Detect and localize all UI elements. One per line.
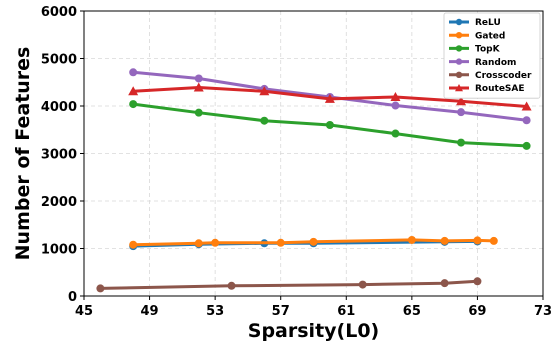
series-routesae	[128, 82, 532, 111]
data-point	[390, 91, 401, 101]
data-point	[128, 86, 139, 96]
series-line-crosscoder	[100, 279, 478, 290]
data-point	[194, 108, 203, 117]
data-point	[473, 236, 482, 245]
data-point	[96, 284, 105, 293]
legend-item-relu: ReLU	[449, 18, 501, 28]
data-point	[193, 82, 204, 92]
data-point	[473, 277, 482, 286]
y-tick-label: 0	[68, 290, 77, 305]
y-tick-label: 4000	[41, 100, 77, 115]
data-point	[227, 281, 236, 290]
data-point	[129, 68, 138, 77]
legend-item-routesae: RouteSAE	[449, 84, 525, 94]
x-tick-label: 73	[534, 304, 552, 319]
x-axis-title: Sparsity(L0)	[248, 320, 379, 342]
series-topk	[129, 100, 531, 150]
legend-item-topk: TopK	[449, 45, 501, 55]
x-tick-label: 69	[468, 304, 486, 319]
data-point	[391, 129, 400, 138]
x-tick-label: 45	[75, 304, 93, 319]
legend-label: TopK	[475, 45, 501, 55]
x-tick-label: 57	[272, 304, 290, 319]
y-tick-label: 3000	[41, 148, 77, 163]
data-point	[440, 236, 449, 245]
legend-swatch-marker	[455, 71, 463, 79]
data-point	[456, 96, 467, 106]
data-point	[440, 279, 449, 288]
data-point	[309, 237, 318, 246]
x-axis-ticks: 45 49 53 57 61 65 69 73	[75, 296, 552, 319]
x-tick-label: 49	[141, 304, 159, 319]
data-point	[325, 121, 334, 129]
data-point	[324, 93, 335, 103]
legend-swatch-marker	[455, 18, 463, 26]
data-point	[407, 235, 416, 244]
data-point	[457, 138, 466, 147]
data-point	[457, 108, 466, 117]
data-point	[521, 101, 532, 111]
y-axis-title: Number of Features	[12, 47, 34, 261]
legend-swatch-marker	[455, 58, 463, 65]
legend-label: Random	[475, 58, 516, 68]
data-point	[211, 238, 220, 247]
data-point	[129, 240, 138, 249]
x-tick-label: 61	[337, 304, 355, 319]
data-point	[522, 116, 531, 125]
y-tick-label: 1000	[41, 243, 77, 258]
series-layer	[96, 68, 532, 293]
legend-item-gated: Gated	[449, 31, 505, 41]
series-crosscoder	[96, 277, 482, 293]
legend: ReLU Gated TopK Random Crosscoder RouteSAE	[443, 12, 541, 99]
y-tick-label: 2000	[41, 195, 77, 210]
legend-item-random: Random	[449, 58, 516, 68]
data-point	[391, 101, 400, 110]
x-tick-label: 65	[403, 304, 421, 319]
data-point	[194, 74, 203, 83]
data-point	[522, 141, 531, 150]
data-point	[194, 239, 203, 248]
legend-item-crosscoder: Crosscoder	[449, 71, 532, 81]
data-point	[129, 100, 138, 109]
legend-swatch-marker	[455, 32, 463, 39]
data-point	[358, 280, 367, 289]
data-point	[276, 238, 285, 247]
y-tick-label: 5000	[41, 53, 77, 68]
data-point	[259, 86, 270, 96]
legend-label: RouteSAE	[475, 84, 525, 94]
data-point	[260, 116, 269, 125]
legend-label: ReLU	[475, 18, 501, 28]
series-gated	[129, 235, 498, 249]
data-point	[489, 236, 498, 245]
legend-label: Gated	[475, 31, 505, 41]
y-axis-ticks: 0 1000 2000 3000 4000 5000 6000	[41, 5, 84, 305]
x-tick-label: 53	[206, 304, 224, 319]
legend-label: Crosscoder	[475, 71, 532, 81]
legend-swatch-marker	[455, 45, 463, 52]
legend-swatch-marker	[455, 84, 463, 92]
y-tick-label: 6000	[41, 5, 77, 20]
